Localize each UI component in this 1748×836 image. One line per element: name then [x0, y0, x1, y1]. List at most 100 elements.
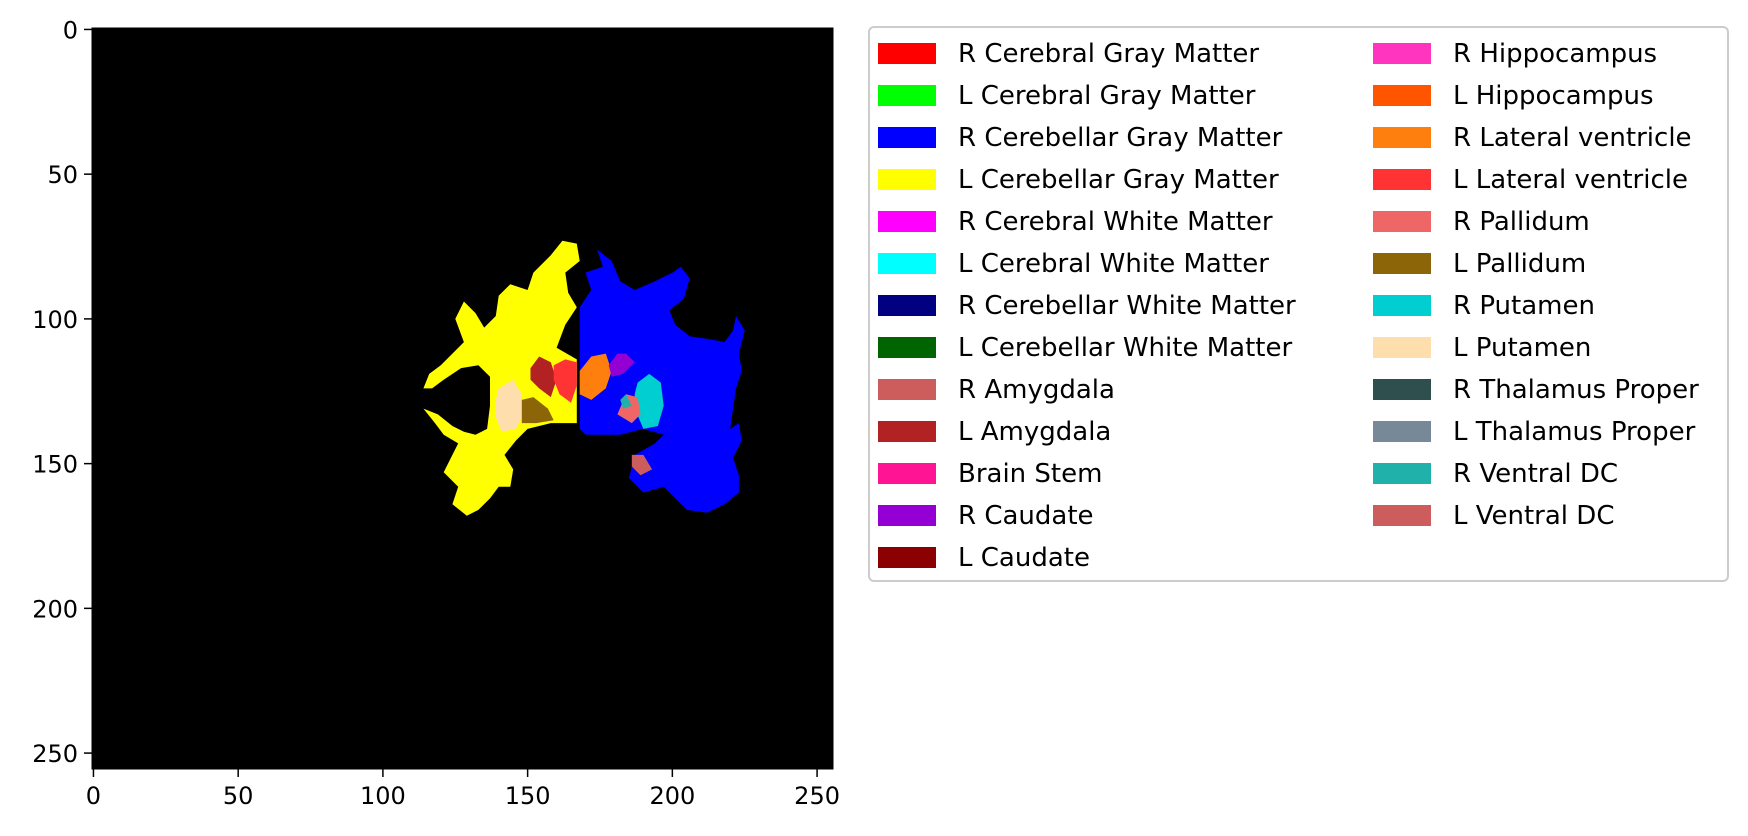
- legend-swatch: [878, 505, 936, 526]
- x-tick-label: 0: [86, 782, 101, 810]
- legend-label: L Amygdala: [958, 417, 1111, 447]
- legend-swatch: [1373, 253, 1431, 274]
- legend-swatch: [878, 295, 936, 316]
- legend-entry: L Cerebellar Gray Matter: [878, 165, 1279, 195]
- legend-swatch: [1373, 211, 1431, 232]
- legend-entry: R Cerebellar White Matter: [878, 291, 1296, 321]
- legend-label: R Ventral DC: [1453, 459, 1618, 489]
- legend-label: R Caudate: [958, 501, 1094, 531]
- legend-label: R Cerebellar White Matter: [958, 291, 1296, 321]
- y-tick-label: 0: [63, 16, 78, 44]
- legend-entry: R Putamen: [1373, 291, 1595, 321]
- x-tick-label: 50: [223, 782, 254, 810]
- legend-label: R Putamen: [1453, 291, 1595, 321]
- legend-label: L Caudate: [958, 543, 1090, 573]
- x-tick-label: 100: [360, 782, 406, 810]
- region-l-lateral-ventricle: [553, 359, 577, 403]
- legend-entry: L Caudate: [878, 543, 1090, 573]
- legend-label: L Lateral ventricle: [1453, 165, 1688, 195]
- legend-entry: R Lateral ventricle: [1373, 123, 1692, 153]
- legend-label: R Cerebral White Matter: [958, 207, 1273, 237]
- region-l-pallidum: [521, 397, 554, 424]
- legend-label: L Ventral DC: [1453, 501, 1614, 531]
- legend-entry: R Cerebral White Matter: [878, 207, 1273, 237]
- legend-label: R Lateral ventricle: [1453, 123, 1692, 153]
- legend-swatch: [878, 421, 936, 442]
- legend-entry: R Pallidum: [1373, 207, 1590, 237]
- legend-label: R Pallidum: [1453, 207, 1590, 237]
- legend-label: L Cerebral White Matter: [958, 249, 1269, 279]
- legend-label: Brain Stem: [958, 459, 1102, 489]
- legend-swatch: [1373, 379, 1431, 400]
- legend-label: L Cerebral Gray Matter: [958, 81, 1256, 111]
- legend-swatch: [1373, 43, 1431, 64]
- legend-entry: L Putamen: [1373, 333, 1591, 363]
- legend-swatch: [1373, 421, 1431, 442]
- legend: R Cerebral Gray Matter L Cerebral Gray Ma…: [868, 26, 1729, 582]
- legend-entry: R Amygdala: [878, 375, 1115, 405]
- legend-entry: R Ventral DC: [1373, 459, 1618, 489]
- x-tick-label: 200: [649, 782, 695, 810]
- legend-entry: L Cerebellar White Matter: [878, 333, 1292, 363]
- legend-swatch: [1373, 295, 1431, 316]
- segmentation-regions: [423, 240, 745, 516]
- region-l-amygdala: [530, 356, 557, 398]
- legend-swatch: [1373, 337, 1431, 358]
- region-r-caudate: [608, 353, 635, 377]
- legend-swatch: [1373, 505, 1431, 526]
- y-tick-label: 100: [32, 306, 78, 334]
- region-l-putamen: [495, 379, 522, 432]
- legend-frame: [868, 26, 1729, 582]
- legend-entry: R Caudate: [878, 501, 1094, 531]
- legend-swatch: [878, 463, 936, 484]
- legend-entry: Brain Stem: [878, 459, 1102, 489]
- region-l-cerebellar-gray-matter: [423, 240, 580, 516]
- legend-entry: R Cerebral Gray Matter: [878, 39, 1259, 69]
- y-tick-label: 250: [32, 740, 78, 768]
- x-axis: 0 50 100 150 200 250: [86, 769, 840, 810]
- legend-swatch: [1373, 463, 1431, 484]
- legend-swatch: [878, 211, 936, 232]
- legend-swatch: [878, 253, 936, 274]
- legend-label: L Cerebellar Gray Matter: [958, 165, 1279, 195]
- region-r-putamen: [634, 373, 664, 429]
- legend-swatch: [878, 127, 936, 148]
- legend-label: L Putamen: [1453, 333, 1591, 363]
- legend-label: R Thalamus Proper: [1453, 375, 1699, 405]
- legend-swatch: [878, 547, 936, 568]
- image-plot-area: [91, 27, 834, 770]
- legend-entry: L Ventral DC: [1373, 501, 1614, 531]
- region-r-ventral-dc: [620, 394, 632, 409]
- legend-swatch: [1373, 127, 1431, 148]
- legend-label: R Hippocampus: [1453, 39, 1657, 69]
- legend-entry: L Hippocampus: [1373, 81, 1654, 111]
- legend-swatch: [878, 337, 936, 358]
- y-tick-label: 50: [47, 161, 78, 189]
- legend-swatch: [878, 85, 936, 106]
- y-tick-label: 150: [32, 451, 78, 479]
- legend-label: R Cerebral Gray Matter: [958, 39, 1259, 69]
- x-tick-label: 150: [505, 782, 551, 810]
- image-frame: [91, 27, 834, 770]
- legend-entries: R Cerebral Gray Matter L Cerebral Gray Ma…: [878, 39, 1699, 573]
- y-axis: 0 50 100 150 200 250: [32, 16, 92, 768]
- legend-entry: L Thalamus Proper: [1373, 417, 1696, 447]
- y-tick-label: 200: [32, 595, 78, 623]
- legend-entry: L Lateral ventricle: [1373, 165, 1688, 195]
- legend-label: L Hippocampus: [1453, 81, 1654, 111]
- legend-label: R Cerebellar Gray Matter: [958, 123, 1283, 153]
- legend-label: L Pallidum: [1453, 249, 1586, 279]
- legend-entry: L Cerebral Gray Matter: [878, 81, 1256, 111]
- region-r-cerebellar-gray-matter: [579, 249, 745, 513]
- legend-label: L Thalamus Proper: [1453, 417, 1696, 447]
- legend-swatch: [878, 169, 936, 190]
- legend-entry: L Cerebral White Matter: [878, 249, 1269, 279]
- legend-swatch: [878, 43, 936, 64]
- x-tick-label: 250: [794, 782, 840, 810]
- legend-swatch: [1373, 85, 1431, 106]
- legend-entry: R Cerebellar Gray Matter: [878, 123, 1283, 153]
- legend-entry: R Hippocampus: [1373, 39, 1657, 69]
- legend-entry: L Amygdala: [878, 417, 1111, 447]
- legend-label: R Amygdala: [958, 375, 1115, 405]
- legend-label: L Cerebellar White Matter: [958, 333, 1292, 363]
